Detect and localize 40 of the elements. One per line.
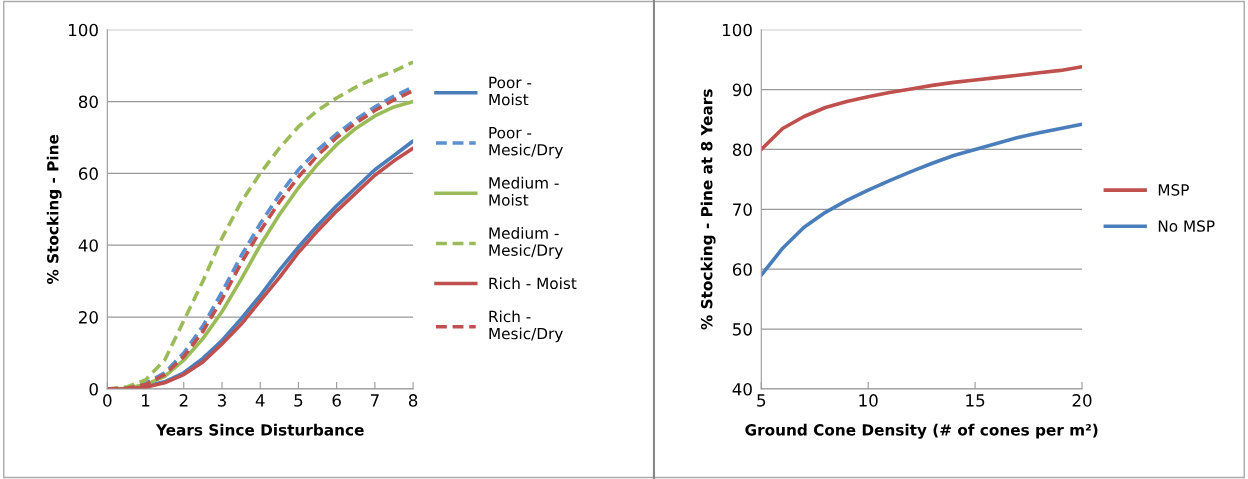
line-series <box>761 65 1083 152</box>
y-tick-label: 90 <box>732 83 752 97</box>
x-tick-label: 3 <box>217 394 226 407</box>
x-axis-title: Years Since Disturbance <box>155 423 364 436</box>
y-tick-label: 60 <box>78 167 98 180</box>
x-tick-label: 8 <box>408 394 418 407</box>
y-tick-label: 40 <box>732 382 752 396</box>
legend-label: Poor - Moist <box>489 76 532 106</box>
legend-label: Rich - Moist <box>489 277 577 290</box>
y-tick-label: 100 <box>722 23 752 37</box>
y-tick-label: 20 <box>79 311 98 324</box>
x-tick-label: 5 <box>294 394 303 407</box>
x-tick-label: 6 <box>332 394 341 407</box>
x-tick-label: 20 <box>1072 394 1092 407</box>
y-tick-label: 60 <box>732 263 752 276</box>
x-tick-label: 4 <box>255 394 265 407</box>
line-series <box>761 122 1083 277</box>
legend-label: No MSP <box>1158 220 1215 232</box>
legend-label: Medium - Moist <box>489 176 559 206</box>
y-tick-label: 50 <box>733 323 752 336</box>
y-tick-label: 0 <box>89 382 98 396</box>
y-tick-label: 100 <box>69 23 98 37</box>
x-tick-label: 7 <box>370 394 379 407</box>
x-tick-label: 5 <box>757 394 766 407</box>
legend-label: Rich - Mesic/Dry <box>489 310 563 343</box>
x-tick-label: 2 <box>179 394 188 407</box>
legend-label: Poor - Mesic/Dry <box>489 127 563 159</box>
y-axis-title: % Stocking - Pine at 8 Years <box>700 89 716 330</box>
y-tick-label: 80 <box>732 143 752 157</box>
x-tick-label: 15 <box>966 394 985 407</box>
y-tick-label: 80 <box>78 95 98 109</box>
legend-label: MSP <box>1158 184 1189 196</box>
x-tick-label: 1 <box>142 394 150 407</box>
y-axis-title: % Stocking - Pine <box>46 134 62 284</box>
y-tick-label: 40 <box>78 239 98 252</box>
y-tick-label: 70 <box>733 203 752 216</box>
x-tick-label: 0 <box>103 394 112 407</box>
legend-label: Medium - Mesic/Dry <box>489 227 563 259</box>
x-tick-label: 10 <box>859 394 878 407</box>
x-axis-title: Ground Cone Density (# of cones per m²) <box>745 423 1098 439</box>
